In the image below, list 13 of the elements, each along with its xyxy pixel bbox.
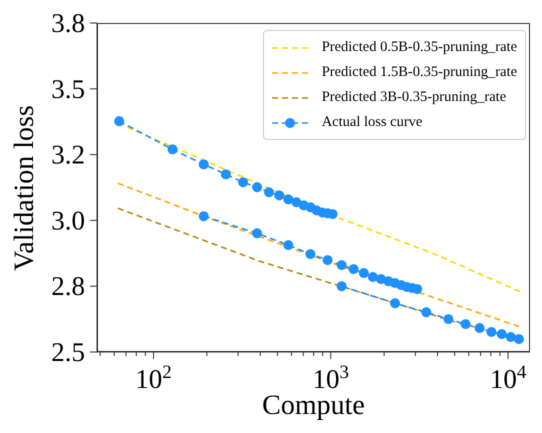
legend-label: Actual loss curve bbox=[322, 113, 422, 132]
y-tick-label: 3.5 bbox=[51, 74, 85, 104]
y-tick-label: 2.5 bbox=[51, 337, 85, 367]
y-axis-title: Validation loss bbox=[9, 104, 41, 270]
y-tick-label: 2.8 bbox=[51, 271, 85, 302]
y-tick-label: 3.2 bbox=[51, 140, 85, 170]
x-tick-label: 10$^{2}$ bbox=[135, 362, 172, 394]
legend-label: Predicted 3B-0.35-pruning_rate bbox=[322, 88, 506, 107]
y-tick-label: 3.0 bbox=[51, 205, 85, 236]
legend-label: Predicted 1.5B-0.35-pruning_rate bbox=[322, 63, 517, 82]
y-tick-label: 3.8 bbox=[51, 8, 85, 38]
legend-label: Predicted 0.5B-0.35-pruning_rate bbox=[322, 38, 517, 57]
x-tick-label: 10$^{4}$ bbox=[490, 362, 527, 394]
